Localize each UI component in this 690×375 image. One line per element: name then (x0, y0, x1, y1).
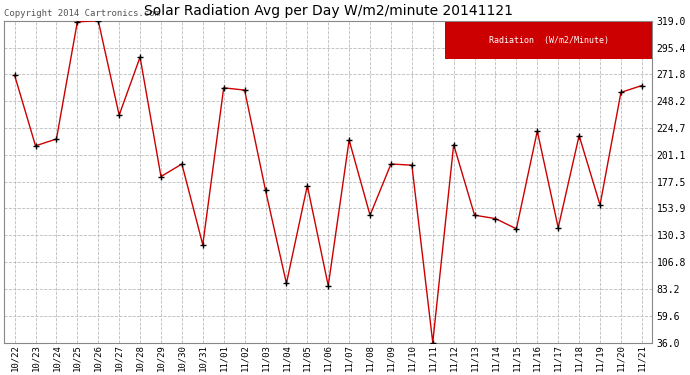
Text: Copyright 2014 Cartronics.com: Copyright 2014 Cartronics.com (4, 9, 160, 18)
Title: Solar Radiation Avg per Day W/m2/minute 20141121: Solar Radiation Avg per Day W/m2/minute … (144, 4, 513, 18)
